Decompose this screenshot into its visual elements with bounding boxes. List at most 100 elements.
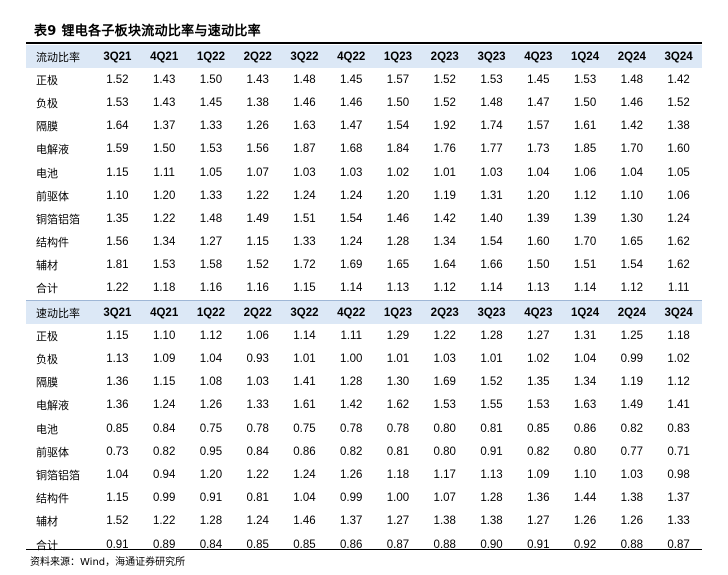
table-cell: 1.20: [527, 189, 550, 202]
table-row: 隔膜 1.36 1.15 1.08 1.03 1.41 1.28 1.30 1.69 1.52 1.…: [26, 371, 702, 394]
table-cell: 1.33: [199, 189, 223, 202]
table-cell: 1.31: [573, 329, 597, 342]
table-cell: 1.24: [667, 212, 690, 225]
table-cell: 1.28: [199, 515, 223, 528]
table-cell: 1.48: [293, 73, 316, 86]
table-cell: 1.52: [433, 73, 456, 86]
row-label: 合计: [36, 538, 58, 552]
row-label: 电池: [36, 422, 58, 436]
table-cell: 1.74: [480, 120, 503, 133]
table-cell: 1.07: [433, 492, 456, 505]
row-label: 辅材: [36, 259, 58, 273]
table-cell: 1.81: [106, 259, 129, 272]
table-cell: 1.48: [480, 96, 503, 109]
section-header-label: 流动比率: [26, 45, 94, 69]
table-cell: 1.61: [293, 399, 316, 412]
table-cell: 0.81: [480, 422, 503, 435]
table-cell: 1.01: [433, 166, 456, 179]
table-cell: 0.78: [386, 422, 410, 435]
table-cell: 0.75: [293, 422, 316, 435]
table-cell: 1.35: [106, 212, 129, 225]
section-header-row: 速动比率 3Q21 4Q21 1Q22 2Q22 3Q22 4Q22 1Q23 2Q23 3Q23…: [26, 300, 702, 325]
table-cell: 0.78: [246, 422, 269, 435]
table-cell: 1.00: [340, 353, 363, 366]
table-cell: 1.52: [246, 259, 269, 272]
table-cell: 0.87: [667, 538, 690, 551]
table-cell: 1.11: [153, 166, 175, 179]
table-cell: 1.51: [573, 259, 597, 272]
table-cell: 1.08: [199, 376, 223, 389]
table-cell: 1.25: [620, 329, 643, 342]
table-cell: 1.29: [386, 329, 410, 342]
table-cell: 0.73: [106, 445, 129, 458]
table-cell: 1.01: [480, 353, 503, 366]
table-row: 负极 1.13 1.09 1.04 0.93 1.01 1.00 1.01 1.03 1.01 1.…: [26, 347, 702, 370]
table-cell: 1.27: [527, 515, 550, 528]
table-cell: 1.33: [246, 399, 269, 412]
period-header: 1Q23: [374, 300, 422, 325]
table-cell: 1.56: [106, 236, 129, 249]
table-cell: 1.10: [620, 189, 643, 202]
table-cell: 1.04: [199, 353, 223, 366]
table-cell: 1.63: [573, 399, 597, 412]
table-cell: 1.26: [573, 515, 597, 528]
table-cell: 1.47: [340, 120, 363, 133]
table-row: 负极 1.53 1.43 1.45 1.38 1.46 1.46 1.50 1.52 1.48 1.…: [26, 91, 702, 114]
table-cell: 1.13: [386, 282, 410, 295]
table-cell: 1.44: [573, 492, 597, 505]
table-cell: 0.99: [152, 492, 176, 505]
table-cell: 1.70: [573, 236, 597, 249]
table-cell: 0.92: [573, 538, 597, 551]
table-cell: 1.45: [527, 73, 550, 86]
table-cell: 1.68: [340, 143, 363, 156]
table-cell: 1.13: [480, 468, 503, 481]
table-cell: 0.85: [106, 422, 129, 435]
table-cell: 1.06: [246, 329, 269, 342]
table-cell: 1.24: [293, 468, 316, 481]
table-row: 前驱体 1.10 1.20 1.33 1.22 1.24 1.24 1.20 1.19 1.31 1…: [26, 184, 702, 207]
table-cell: 1.30: [386, 376, 410, 389]
row-label: 前驱体: [36, 189, 69, 203]
period-header: 3Q24: [655, 300, 702, 325]
table-cell: 1.57: [527, 120, 550, 133]
table-cell: 1.47: [527, 96, 550, 109]
table-cell: 1.33: [293, 236, 316, 249]
table-cell: 0.88: [620, 538, 643, 551]
table-cell: 1.02: [527, 353, 550, 366]
period-header: 2Q22: [234, 300, 282, 325]
table-cell: 1.62: [667, 236, 690, 249]
table-cell: 0.81: [246, 492, 269, 505]
table-cell: 1.76: [433, 143, 456, 156]
table-row: 电解液 1.36 1.24 1.26 1.33 1.61 1.42 1.62 1.53 1.55 1…: [26, 394, 702, 417]
table-cell: 0.83: [667, 422, 690, 435]
table-cell: 1.27: [386, 515, 410, 528]
table-cell: 1.24: [340, 236, 363, 249]
table-row: 合计 1.22 1.18 1.16 1.16 1.15 1.14 1.13 1.12 1.14 1.…: [26, 277, 702, 301]
table-cell: 1.06: [573, 166, 597, 179]
table-cell: 0.90: [480, 538, 503, 551]
row-label: 结构件: [36, 236, 69, 250]
table-cell: 1.27: [199, 236, 223, 249]
table-cell: 0.82: [527, 445, 550, 458]
table-cell: 1.46: [386, 212, 410, 225]
table-cell: 1.36: [106, 376, 129, 389]
table-cell: 1.05: [667, 166, 690, 179]
table-cell: 1.28: [480, 329, 503, 342]
table-cell: 0.98: [667, 468, 690, 481]
table-cell: 1.22: [152, 515, 176, 528]
table-cell: 1.55: [480, 399, 503, 412]
table-cell: 1.10: [106, 189, 129, 202]
table-cell: 1.05: [199, 166, 223, 179]
table-cell: 1.30: [620, 212, 643, 225]
table-cell: 1.27: [527, 329, 550, 342]
table-cell: 1.22: [106, 282, 129, 295]
table-cell: 1.24: [246, 515, 269, 528]
table-cell: 1.45: [199, 96, 223, 109]
table-cell: 1.39: [527, 212, 550, 225]
row-label: 辅材: [36, 515, 58, 529]
table-cell: 1.69: [340, 259, 363, 272]
table-cell: 1.53: [480, 73, 503, 86]
table-cell: 0.71: [667, 445, 690, 458]
table-cell: 1.38: [667, 120, 690, 133]
row-label: 负极: [36, 96, 58, 110]
